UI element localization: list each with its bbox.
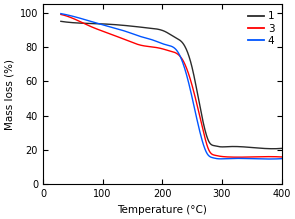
3 [116, 35, 119, 38]
3 [206, 148, 210, 150]
1 [98, 23, 102, 25]
1 [225, 145, 229, 148]
3 [159, 47, 163, 50]
4 [159, 42, 163, 44]
3 [59, 13, 63, 16]
Line: 4: 4 [61, 14, 282, 159]
1 [59, 20, 63, 23]
4 [267, 158, 271, 160]
3 [280, 156, 283, 158]
4 [59, 12, 63, 15]
4 [189, 91, 193, 94]
3 [98, 29, 102, 32]
Legend: 1, 3, 4: 1, 3, 4 [246, 9, 276, 48]
Y-axis label: Mass loss (%): Mass loss (%) [4, 59, 14, 130]
4 [116, 28, 119, 30]
1 [280, 147, 283, 150]
1 [189, 62, 193, 64]
Line: 3: 3 [61, 14, 282, 157]
1 [206, 139, 210, 142]
Line: 1: 1 [61, 21, 282, 149]
1 [116, 23, 119, 26]
3 [225, 155, 229, 158]
1 [159, 29, 163, 31]
4 [98, 23, 102, 25]
4 [225, 157, 229, 160]
3 [236, 156, 240, 159]
4 [206, 154, 210, 157]
1 [271, 147, 275, 150]
X-axis label: Temperature (°C): Temperature (°C) [117, 205, 207, 215]
3 [189, 80, 193, 83]
4 [280, 157, 283, 160]
